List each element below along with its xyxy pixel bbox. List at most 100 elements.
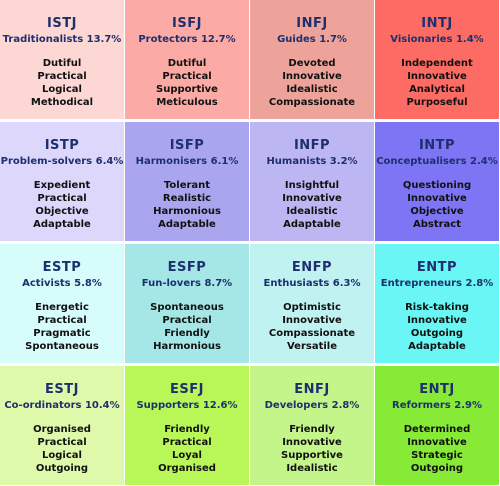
type-code: ISFP <box>169 138 205 153</box>
type-cell-intp: INTP Conceptualisers 2.4% Questioning Innov… <box>375 122 499 241</box>
type-cell-esfj: ESFJ Supporters 12.6% Friendly Practical Loy… <box>125 366 249 485</box>
type-cell-istp: ISTP Problem-solvers 6.4% Expedient Practic… <box>0 122 124 241</box>
trait-item: Innovative <box>407 315 467 326</box>
trait-item: Dutiful <box>42 58 82 69</box>
trait-item: Friendly <box>289 424 335 435</box>
trait-list: Energetic Practical Pragmatic Spontaneous <box>0 301 124 353</box>
trait-item: Independent <box>401 58 473 69</box>
trait-item: Loyal <box>172 450 202 461</box>
trait-item: Adaptable <box>33 219 91 230</box>
trait-item: Abstract <box>412 219 462 230</box>
trait-item: Purposeful <box>406 97 468 108</box>
type-title: Humanists 3.2% <box>266 156 358 167</box>
type-cell-istj: ISTJ Traditionalists 13.7% Dutiful Practica… <box>0 0 124 119</box>
type-title: Activists 5.8% <box>22 278 102 289</box>
trait-item: Objective <box>410 206 464 217</box>
trait-item: Pragmatic <box>33 328 91 339</box>
type-cell-infp: INFP Humanists 3.2% Insightful Innovative Id… <box>250 122 374 241</box>
trait-item: Innovative <box>282 71 342 82</box>
type-code: INFP <box>293 138 331 153</box>
type-title: Fun-lovers 8.7% <box>141 278 233 289</box>
trait-item: Risk-taking <box>405 302 469 313</box>
type-cell-isfp: ISFP Harmonisers 6.1% Tolerant Realistic Har… <box>125 122 249 241</box>
trait-item: Practical <box>162 315 212 326</box>
trait-item: Adaptable <box>158 219 216 230</box>
trait-item: Meticulous <box>156 97 218 108</box>
type-code: INTJ <box>421 16 453 31</box>
type-code: ESFJ <box>170 382 204 397</box>
trait-item: Optimistic <box>283 302 341 313</box>
trait-item: Outgoing <box>410 328 464 339</box>
trait-item: Spontaneous <box>150 302 224 313</box>
trait-item: Energetic <box>35 302 89 313</box>
type-cell-entj: ENTJ Reformers 2.9% Determined Innovative St… <box>375 366 499 485</box>
trait-item: Idealistic <box>286 84 338 95</box>
trait-item: Analytical <box>409 84 465 95</box>
trait-list: Dutiful Practical Logical Methodical <box>0 57 124 109</box>
trait-list: Independent Innovative Analytical Purposefu… <box>375 57 499 109</box>
trait-item: Organised <box>158 463 216 474</box>
type-code: ESTP <box>42 260 82 275</box>
trait-item: Adaptable <box>283 219 341 230</box>
trait-item: Idealistic <box>286 463 338 474</box>
trait-list: Expedient Practical Objective Adaptable <box>0 179 124 231</box>
type-code: INFJ <box>296 16 328 31</box>
type-code: ISTP <box>44 138 80 153</box>
trait-item: Objective <box>35 206 89 217</box>
trait-list: Organised Practical Logical Outgoing <box>0 423 124 475</box>
trait-item: Insightful <box>284 180 340 191</box>
trait-item: Logical <box>42 84 82 95</box>
type-code: ENFJ <box>294 382 330 397</box>
type-title: Reformers 2.9% <box>392 400 482 411</box>
trait-list: Insightful Innovative Idealistic Adaptable <box>250 179 374 231</box>
type-code: ENFP <box>291 260 333 275</box>
trait-item: Determined <box>403 424 471 435</box>
type-cell-estp: ESTP Activists 5.8% Energetic Practical Prag… <box>0 244 124 363</box>
trait-item: Harmonious <box>153 341 221 352</box>
trait-list: Tolerant Realistic Harmonious Adaptable <box>125 179 249 231</box>
trait-list: Devoted Innovative Idealistic Compassionate <box>250 57 374 109</box>
trait-item: Friendly <box>164 424 210 435</box>
trait-item: Expedient <box>33 180 91 191</box>
trait-list: Questioning Innovative Objective Abstract <box>375 179 499 231</box>
trait-item: Supportive <box>281 450 343 461</box>
trait-list: Optimistic Innovative Compassionate Versati… <box>250 301 374 353</box>
trait-item: Logical <box>42 450 82 461</box>
trait-item: Organised <box>33 424 91 435</box>
trait-item: Innovative <box>282 315 342 326</box>
trait-item: Innovative <box>282 437 342 448</box>
trait-list: Risk-taking Innovative Outgoing Adaptable <box>375 301 499 353</box>
trait-item: Supportive <box>156 84 218 95</box>
trait-list: Spontaneous Practical Friendly Harmonious <box>125 301 249 353</box>
trait-item: Tolerant <box>163 180 211 191</box>
type-code: ENTJ <box>419 382 455 397</box>
trait-list: Friendly Innovative Supportive Idealistic <box>250 423 374 475</box>
type-title: Problem-solvers 6.4% <box>0 156 124 167</box>
type-cell-isfj: ISFJ Protectors 12.7% Dutiful Practical Supp… <box>125 0 249 119</box>
trait-item: Innovative <box>407 71 467 82</box>
trait-item: Practical <box>37 315 87 326</box>
type-code: ISFJ <box>172 16 202 31</box>
trait-item: Innovative <box>407 193 467 204</box>
trait-item: Compassionate <box>268 328 356 339</box>
type-title: Enthusiasts 6.3% <box>263 278 361 289</box>
type-code: ESFP <box>167 260 207 275</box>
trait-item: Idealistic <box>286 206 338 217</box>
type-code: ENTP <box>416 260 458 275</box>
type-title: Developers 2.8% <box>264 400 360 411</box>
trait-item: Friendly <box>164 328 210 339</box>
trait-item: Compassionate <box>268 97 356 108</box>
trait-item: Versatile <box>286 341 338 352</box>
trait-item: Innovative <box>407 437 467 448</box>
trait-item: Outgoing <box>410 463 464 474</box>
trait-item: Harmonious <box>153 206 221 217</box>
trait-item: Dutiful <box>167 58 207 69</box>
trait-item: Spontaneous <box>25 341 99 352</box>
type-title: Harmonisers 6.1% <box>135 156 239 167</box>
trait-item: Methodical <box>30 97 94 108</box>
trait-item: Devoted <box>288 58 336 69</box>
type-title: Co-ordinators 10.4% <box>4 400 120 411</box>
type-title: Visionaries 1.4% <box>390 34 484 45</box>
type-title: Guides 1.7% <box>277 34 347 45</box>
trait-item: Questioning <box>402 180 472 191</box>
